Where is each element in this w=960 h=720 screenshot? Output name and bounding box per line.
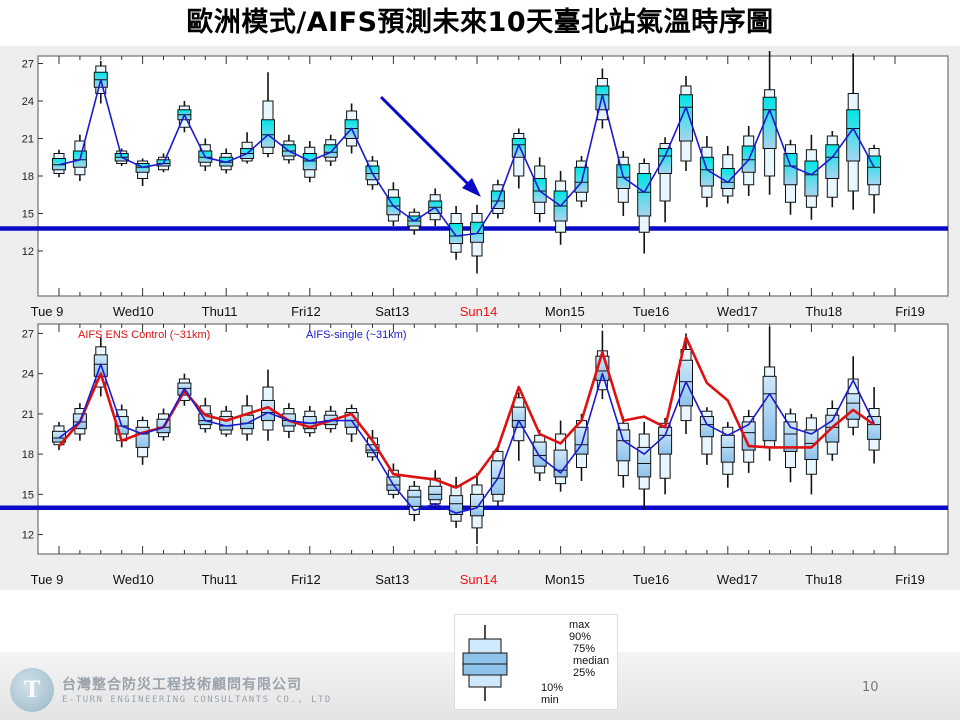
legend-entry-aifs-single: AIFS-single (~31km)	[306, 329, 407, 341]
box-inner	[762, 375, 777, 442]
box-inner	[741, 421, 756, 451]
box-inner	[846, 393, 861, 420]
page-number: 10	[862, 680, 879, 695]
legend-label: 75%	[573, 643, 595, 655]
box-inner	[867, 155, 882, 186]
day-label: Wed17	[717, 304, 758, 319]
y-tick-label: 21	[22, 134, 34, 146]
box-inner	[407, 489, 422, 507]
y-tick-label: 15	[22, 209, 34, 221]
day-label: Sun14	[460, 572, 498, 587]
day-label: Tue 9	[31, 304, 64, 319]
day-label: Wed10	[113, 572, 154, 587]
day-label: Fri19	[895, 572, 925, 587]
box-inner	[720, 434, 735, 463]
box-inner	[449, 223, 464, 244]
box-inner	[658, 426, 673, 455]
box-inner	[511, 406, 526, 428]
annotation-arrow	[379, 95, 472, 188]
series-line	[58, 79, 875, 237]
box-inner	[532, 441, 547, 467]
company-name: 台灣整合防災工程技術顧問有限公司	[62, 677, 302, 693]
series-line	[58, 363, 875, 514]
box-inner	[699, 416, 714, 438]
day-label: Sun14	[460, 304, 498, 319]
day-label: Fri12	[291, 304, 321, 319]
legend-label: median	[573, 655, 609, 667]
box-inner	[679, 94, 693, 142]
company-logo: T	[10, 668, 54, 712]
box-inner	[240, 414, 255, 430]
day-label: Wed17	[717, 572, 758, 587]
day-label: Tue16	[633, 304, 669, 319]
box-inner	[846, 109, 861, 162]
day-label: Tue 9	[31, 572, 64, 587]
y-tick-label: 15	[22, 489, 34, 501]
logo-mark-icon: T	[23, 677, 41, 703]
day-label: Thu11	[202, 572, 238, 587]
day-label: Thu18	[805, 572, 842, 587]
page-title: 歐洲模式/AIFS預測未來10天臺北站氣溫時序圖	[186, 7, 774, 38]
y-tick-label: 12	[22, 246, 34, 258]
day-label: Fri12	[291, 572, 321, 587]
day-label: Thu11	[202, 304, 238, 319]
y-tick-label: 24	[22, 369, 34, 381]
y-tick-label: 27	[22, 328, 34, 340]
box-inner	[616, 429, 631, 462]
legend-label: 10%	[541, 682, 563, 694]
y-tick-label: 18	[22, 449, 34, 461]
y-tick-label: 24	[22, 96, 34, 108]
box-inner	[783, 421, 798, 452]
day-label: Tue16	[633, 572, 669, 587]
box-inner	[804, 429, 819, 460]
y-tick-label: 18	[22, 171, 34, 183]
box-inner	[470, 493, 484, 517]
company-name-en: E-TURN ENGINEERING CONSULTANTS CO., LTD	[62, 695, 332, 705]
day-label: Wed10	[113, 304, 154, 319]
day-label: Sat13	[375, 304, 409, 319]
legend-entry-ens-control: AIFS ENS Control (~31km)	[78, 329, 210, 341]
legend-label: 90%	[569, 631, 591, 643]
annotation-arrow-head	[462, 178, 481, 197]
legend-label: max	[569, 619, 590, 631]
box-inner	[449, 495, 464, 515]
legend-label: 25%	[573, 667, 595, 679]
boxplot-legend: max 90% 75% median 25% 10% min	[454, 614, 618, 710]
y-tick-label: 27	[22, 59, 34, 71]
box-inner	[699, 156, 714, 187]
box-inner	[804, 160, 819, 197]
day-label: Thu18	[805, 304, 842, 319]
box-inner	[261, 119, 275, 148]
box-inner	[658, 148, 673, 174]
y-tick-label: 21	[22, 409, 34, 421]
day-label: Mon15	[545, 572, 585, 587]
day-label: Mon15	[545, 304, 585, 319]
box-inner	[637, 173, 652, 217]
box-inner	[637, 446, 652, 478]
y-tick-label: 12	[22, 530, 34, 542]
day-label: Sat13	[375, 572, 409, 587]
legend-label: min	[541, 694, 559, 706]
day-label: Fri19	[895, 304, 925, 319]
box-inner	[428, 485, 443, 501]
